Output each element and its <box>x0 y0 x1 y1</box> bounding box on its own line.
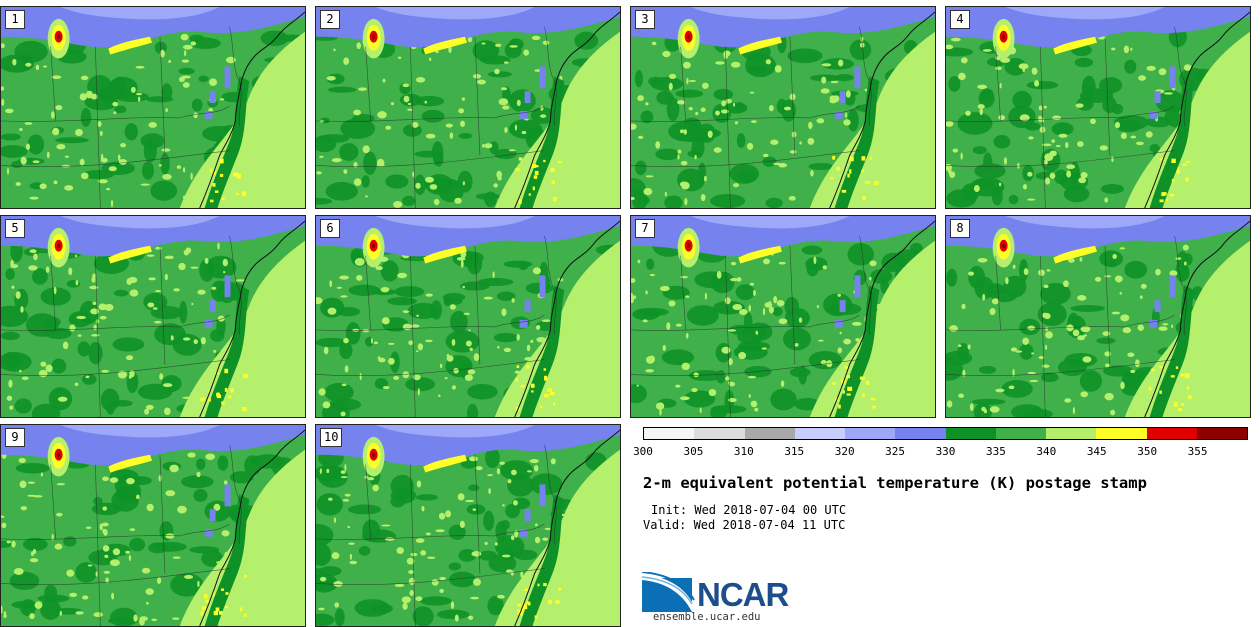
colorbar-tick-label: 325 <box>885 445 906 458</box>
site-url: ensemble.ucar.edu <box>653 611 761 623</box>
colorbar <box>643 427 1248 440</box>
member-number: 6 <box>320 219 340 238</box>
colorbar-tick-label: 320 <box>834 445 855 458</box>
valid-time: Valid: Wed 2018-07-04 11 UTC <box>643 518 846 532</box>
member-number: 4 <box>950 10 970 29</box>
member-number: 7 <box>635 219 655 238</box>
colorbar-segment <box>1046 428 1097 439</box>
member-number: 3 <box>635 10 655 29</box>
member-number: 1 <box>5 10 25 29</box>
colorbar-segment <box>644 428 695 439</box>
logo-wordmark: NCAR <box>697 576 789 613</box>
colorbar-tick-label: 335 <box>985 445 1006 458</box>
stamp-panel-6: 6 <box>315 215 621 418</box>
stamp-panel-3: 3 <box>630 6 936 209</box>
colorbar-tick-label: 355 <box>1187 445 1208 458</box>
plot-title: 2-m equivalent potential temperature (K)… <box>643 474 1147 492</box>
stamp-panel-10: 10 <box>315 424 621 627</box>
ncar-logo-icon <box>642 572 695 612</box>
init-time: Init: Wed 2018-07-04 00 UTC <box>651 503 847 517</box>
colorbar-segment <box>845 428 896 439</box>
colorbar-segment <box>895 428 946 439</box>
member-number: 5 <box>5 219 25 238</box>
colorbar-segment <box>794 428 845 439</box>
colorbar-segment <box>995 428 1046 439</box>
colorbar-tick-label: 345 <box>1086 445 1107 458</box>
member-number: 10 <box>320 428 343 447</box>
stamp-panel-8: 8 <box>945 215 1251 418</box>
colorbar-segment <box>1146 428 1197 439</box>
colorbar-tick-label: 315 <box>784 445 805 458</box>
member-number: 9 <box>5 428 25 447</box>
colorbar-tick-label: 340 <box>1036 445 1057 458</box>
stamp-panel-5: 5 <box>0 215 306 418</box>
colorbar-ticks: 300 305 310 315 320 325 330 335 340 345 350 355 <box>633 445 1248 461</box>
stamp-panel-7: 7 <box>630 215 936 418</box>
colorbar-segment <box>1196 428 1247 439</box>
colorbar-segment <box>694 428 745 439</box>
member-number: 8 <box>950 219 970 238</box>
colorbar-tick-label: 350 <box>1137 445 1158 458</box>
stamp-panel-2: 2 <box>315 6 621 209</box>
stamp-panel-9: 9 <box>0 424 306 627</box>
colorbar-segment <box>945 428 996 439</box>
stamp-panel-1: 1 <box>0 6 306 209</box>
member-number: 2 <box>320 10 340 29</box>
colorbar-tick-label: 300 <box>633 445 653 458</box>
colorbar-tick-label: 305 <box>683 445 704 458</box>
colorbar-tick-label: 330 <box>935 445 956 458</box>
colorbar-segment <box>744 428 795 439</box>
colorbar-tick-label: 310 <box>733 445 754 458</box>
colorbar-segment <box>1096 428 1147 439</box>
stamp-panel-4: 4 <box>945 6 1251 209</box>
